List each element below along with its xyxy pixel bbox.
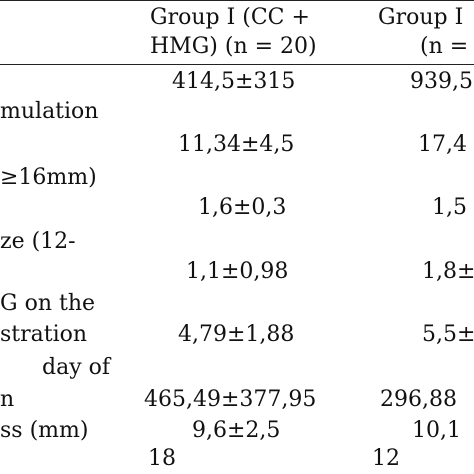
cell-value: 1,6±0,3 bbox=[198, 195, 287, 220]
row-label: n bbox=[0, 387, 15, 412]
cell-value: 4,79±1,88 bbox=[178, 322, 295, 347]
cell-value: 296,88 bbox=[380, 387, 457, 412]
row-label: stration bbox=[0, 322, 88, 347]
header-group2-line1: Group I bbox=[378, 5, 464, 30]
header-group1-line2: HMG) (n = 20) bbox=[150, 34, 317, 59]
cell-value: 12 bbox=[372, 446, 400, 471]
row-label: mulation bbox=[0, 99, 99, 124]
cell-value: 1,1±0,98 bbox=[186, 259, 289, 284]
cell-value: 1,5 bbox=[432, 195, 467, 220]
cell-value: 9,6±2,5 bbox=[192, 418, 281, 443]
cell-value: 18 bbox=[148, 446, 176, 471]
cell-value: 10,1 bbox=[412, 418, 461, 443]
cell-value: 17,4 bbox=[418, 132, 467, 157]
row-label: ≥16mm) bbox=[0, 165, 97, 190]
cell-value: 11,34±4,5 bbox=[178, 132, 295, 157]
table-top-rule bbox=[0, 0, 474, 1]
row-label: ze (12- bbox=[0, 229, 76, 254]
row-label: day of bbox=[42, 355, 111, 380]
header-group1-line1: Group I (CC + bbox=[150, 5, 310, 30]
header-rule bbox=[0, 64, 474, 65]
cell-value: 5,5± bbox=[422, 322, 474, 347]
cell-value: 939,5 bbox=[410, 69, 473, 94]
row-label: G on the bbox=[0, 291, 96, 316]
header-group2-line2: (n = bbox=[420, 34, 469, 59]
cell-value: 414,5±315 bbox=[172, 69, 296, 94]
row-label: ss (mm) bbox=[0, 418, 89, 443]
cell-value: 1,8± bbox=[422, 259, 474, 284]
cell-value: 465,49±377,95 bbox=[144, 387, 317, 412]
